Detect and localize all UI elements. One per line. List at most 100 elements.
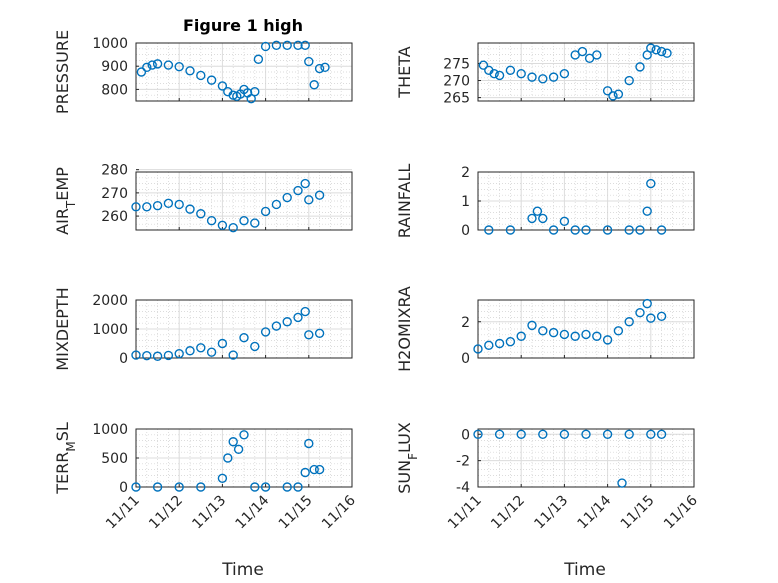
pressure-ylabel: PRESSURE xyxy=(53,30,72,114)
data-point xyxy=(152,200,163,211)
data-point xyxy=(131,202,141,212)
data-point xyxy=(489,69,499,79)
data-point xyxy=(271,40,282,51)
data-point xyxy=(196,482,206,492)
data-point xyxy=(206,75,217,85)
data-point xyxy=(314,464,325,475)
x-tick-label: 11/13 xyxy=(531,493,571,533)
data-point xyxy=(494,429,505,439)
h2omixra-panel: 2 0 H2OMIXRA xyxy=(395,286,695,372)
data-point xyxy=(646,429,656,439)
x-tick-label: 11/16 xyxy=(661,492,701,532)
data-point xyxy=(304,438,314,449)
data-point xyxy=(309,464,319,475)
data-point xyxy=(228,437,238,447)
data-point xyxy=(206,216,217,226)
data-point xyxy=(233,444,244,454)
y-tick-label: 0 xyxy=(461,223,470,239)
data-point xyxy=(656,46,667,57)
data-point xyxy=(494,338,505,349)
data-point xyxy=(314,63,325,74)
data-point xyxy=(624,429,634,439)
y-tick-label: 270 xyxy=(443,74,470,90)
y-tick-label: 900 xyxy=(101,59,128,75)
data-point xyxy=(260,327,271,337)
data-point xyxy=(152,59,163,69)
y-tick-label: 280 xyxy=(101,163,128,179)
data-point xyxy=(228,350,238,360)
data-point xyxy=(142,202,152,212)
data-point xyxy=(527,320,537,331)
data-point xyxy=(548,72,559,82)
data-point xyxy=(142,62,152,73)
x-tick-label: 11/11 xyxy=(445,493,485,533)
data-point xyxy=(635,62,645,72)
y-tick-label: 0 xyxy=(119,351,128,367)
data-point xyxy=(516,429,526,439)
data-point xyxy=(163,350,174,361)
sun_flux-ylabel: SUNFLUX xyxy=(395,422,420,494)
rainfall-panel: 2 1 0 RAINFALL xyxy=(395,164,695,239)
data-point xyxy=(304,195,314,205)
air_temp-ylabel: AIRTEMP xyxy=(53,167,78,235)
data-point xyxy=(309,80,319,90)
data-point xyxy=(217,81,228,91)
data-point xyxy=(646,178,656,189)
data-point xyxy=(174,61,184,72)
data-point xyxy=(516,331,526,341)
data-point xyxy=(651,45,661,55)
data-point xyxy=(131,482,141,492)
y-tick-label: 1 xyxy=(461,194,470,210)
mixdepth-panel: 2000 1000 0 MIXDEPTH xyxy=(53,287,353,371)
data-point xyxy=(548,225,559,235)
x-tick-label: 11/16 xyxy=(319,492,359,532)
data-point xyxy=(163,60,174,70)
data-point xyxy=(282,317,292,327)
data-point xyxy=(613,326,624,336)
data-point xyxy=(282,40,292,51)
y-tick-label: 500 xyxy=(101,451,128,467)
y-tick-label: 0 xyxy=(461,351,470,367)
data-point xyxy=(532,206,543,216)
pressure-axes-box xyxy=(135,42,353,102)
y-tick-label: 260 xyxy=(101,209,128,225)
data-point xyxy=(196,209,206,219)
y-tick-label: 2000 xyxy=(92,293,128,309)
y-tick-label: 1000 xyxy=(92,36,128,52)
data-point xyxy=(282,482,292,492)
y-tick-label: 1000 xyxy=(92,322,128,338)
data-point xyxy=(282,192,292,203)
data-point xyxy=(228,222,238,233)
data-point xyxy=(581,329,591,340)
data-point xyxy=(131,350,141,360)
data-point xyxy=(570,225,580,235)
x-tick-label: 11/14 xyxy=(575,492,615,532)
terr_msl-panel: 1000 500 0 TERRMSL 11/11 11/12 11/13 11/14 11/15… xyxy=(53,422,359,532)
data-point xyxy=(624,75,634,86)
data-point xyxy=(320,62,330,73)
mixdepth-axes-box xyxy=(135,299,353,359)
y-tick-label: 0 xyxy=(119,480,128,496)
theta-axes-box xyxy=(477,42,695,102)
y-tick-label: -4 xyxy=(456,480,470,496)
data-point xyxy=(624,317,634,327)
data-point xyxy=(196,70,206,81)
data-point xyxy=(570,331,580,341)
y-tick-label: 0 xyxy=(461,427,470,443)
data-point xyxy=(624,225,634,235)
y-tick-label: 2 xyxy=(461,165,470,181)
data-point xyxy=(505,336,516,347)
data-point xyxy=(527,213,537,224)
rainfall-axes-box xyxy=(477,171,695,231)
data-point xyxy=(538,326,548,336)
data-point xyxy=(473,344,483,354)
data-point xyxy=(136,67,147,77)
data-point xyxy=(217,220,228,231)
h2omixra-ylabel: H2OMIXRA xyxy=(395,286,414,372)
x-tick-label: 11/12 xyxy=(488,493,528,533)
data-point xyxy=(163,198,174,209)
data-point xyxy=(300,178,310,189)
x-tick-label: 11/13 xyxy=(189,493,229,533)
data-point xyxy=(185,204,195,214)
